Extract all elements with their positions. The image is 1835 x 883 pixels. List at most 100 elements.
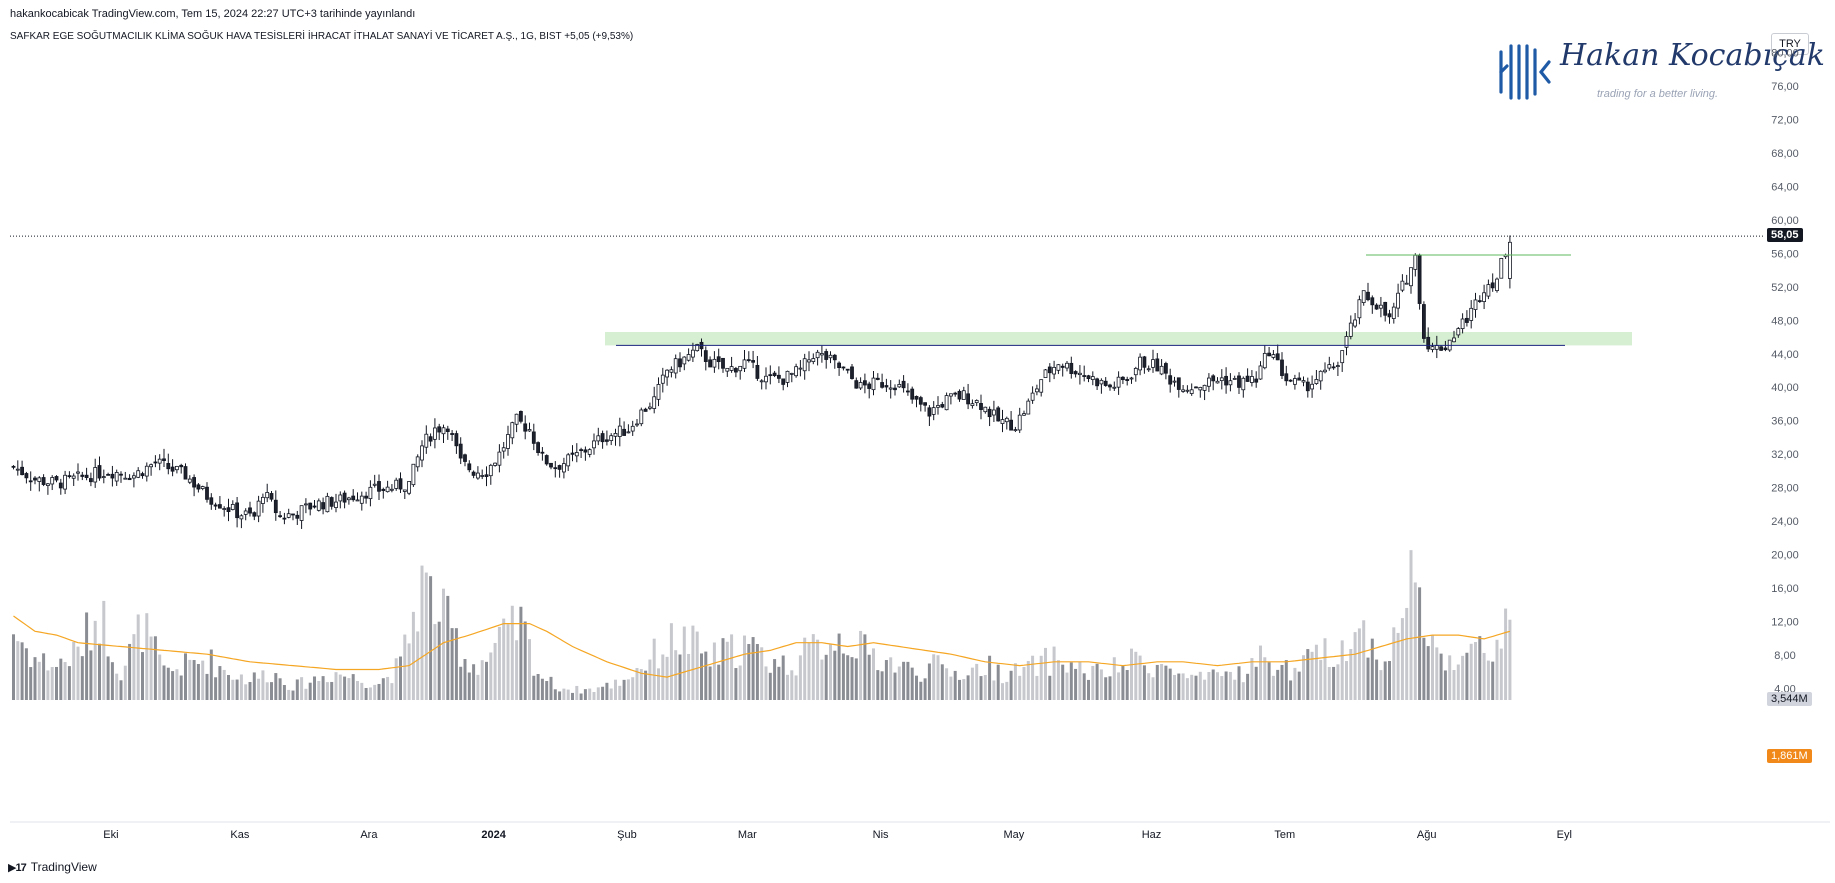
volume-bar: [1160, 664, 1164, 700]
candle-body: [407, 481, 412, 494]
volume-bar: [1314, 644, 1318, 700]
candle-body: [716, 356, 721, 363]
volume-bar: [1396, 632, 1400, 700]
candle-body: [1486, 284, 1491, 297]
candle-body: [170, 466, 175, 472]
volume-bar: [743, 635, 746, 700]
candle-body: [1262, 352, 1267, 369]
volume-bar: [958, 679, 961, 700]
volume-bar: [325, 682, 329, 700]
volume-bar: [476, 674, 480, 700]
last-price-label: 58,05: [1767, 228, 1803, 243]
candle-body: [1400, 280, 1405, 291]
candle-body: [837, 362, 841, 369]
candle-body: [936, 405, 940, 408]
volume-bar: [988, 655, 992, 700]
candle-body: [205, 486, 209, 500]
volume-bar: [110, 662, 114, 700]
candle-body: [101, 476, 106, 478]
candle-body: [1460, 318, 1465, 330]
volume-bar: [1005, 681, 1009, 700]
candle-body: [630, 425, 635, 432]
candle-body: [1288, 379, 1293, 382]
candle-body: [488, 464, 493, 477]
volume-bar: [403, 634, 407, 700]
volume-bar: [1026, 661, 1030, 700]
volume-bar: [841, 653, 845, 700]
candle-body: [1413, 254, 1418, 270]
candle-body: [1035, 388, 1039, 393]
candle-body: [557, 465, 562, 470]
candle-body: [1297, 377, 1302, 381]
candle-body: [1465, 317, 1469, 323]
volume-bar: [854, 658, 858, 700]
candle-body: [617, 425, 622, 437]
volume-bar: [162, 665, 166, 700]
candle-body: [1000, 419, 1005, 424]
volume-bar: [906, 661, 910, 700]
volume-bar: [201, 660, 205, 700]
candle-body: [540, 451, 545, 454]
volume-bar: [442, 588, 445, 700]
volume-bar: [1216, 672, 1219, 700]
volume-bar: [46, 670, 50, 700]
candle-body: [1189, 389, 1194, 394]
candle-body: [389, 488, 394, 491]
volume-bar: [661, 654, 665, 700]
volume-bar: [420, 565, 424, 700]
volume-bar: [343, 676, 347, 700]
price-tick-label: 28,00: [1771, 483, 1799, 495]
volume-bar: [356, 681, 359, 700]
volume-bar: [1327, 667, 1331, 700]
volume-bar: [1177, 673, 1181, 700]
candle-body: [1280, 359, 1284, 376]
volume-bar: [1276, 669, 1280, 700]
volume-bar: [1155, 664, 1159, 700]
candle-body: [428, 436, 433, 442]
volume-bar: [1405, 607, 1409, 700]
candle-body: [884, 385, 889, 388]
volume-bar: [996, 664, 1000, 700]
candle-body: [918, 397, 923, 405]
candle-body: [1159, 365, 1164, 375]
candle-body: [712, 358, 717, 368]
volume-bar: [523, 621, 527, 700]
currency-button[interactable]: TRY: [1771, 33, 1809, 55]
volume-bar: [721, 638, 725, 700]
candle-body: [1426, 336, 1431, 350]
candle-body: [953, 392, 958, 395]
candle-body: [252, 512, 257, 517]
volume-bar: [1280, 664, 1284, 700]
price-tick-label: 32,00: [1771, 449, 1799, 461]
candle-body: [187, 478, 192, 483]
candle-body: [437, 426, 442, 433]
candle-body: [1232, 377, 1237, 380]
volume-bar: [1250, 658, 1254, 700]
volume-bar: [1259, 645, 1262, 700]
volume-bar: [682, 626, 686, 700]
volume-bar: [1065, 672, 1069, 700]
volume-bar: [1173, 674, 1176, 700]
candle-body: [643, 408, 648, 412]
candle-body: [67, 475, 72, 478]
volume-bar: [291, 690, 295, 700]
volume-bar: [59, 658, 63, 700]
candle-body: [609, 435, 614, 442]
volume-bar: [1138, 655, 1142, 700]
candle-body: [1370, 297, 1375, 306]
volume-bar: [278, 678, 282, 700]
candle-body: [1361, 290, 1366, 303]
candle-body: [1327, 364, 1332, 369]
volume-bar: [850, 657, 854, 700]
support-zone: [605, 332, 1632, 346]
price-tick-label: 52,00: [1771, 282, 1799, 294]
candle-body: [157, 458, 162, 464]
volume-bar: [992, 680, 996, 700]
candle-body: [669, 369, 674, 373]
candle-body: [1353, 319, 1357, 327]
candle-body: [1103, 380, 1108, 386]
candle-body: [867, 383, 872, 389]
candle-body: [1473, 299, 1478, 310]
candle-body: [1211, 375, 1216, 382]
